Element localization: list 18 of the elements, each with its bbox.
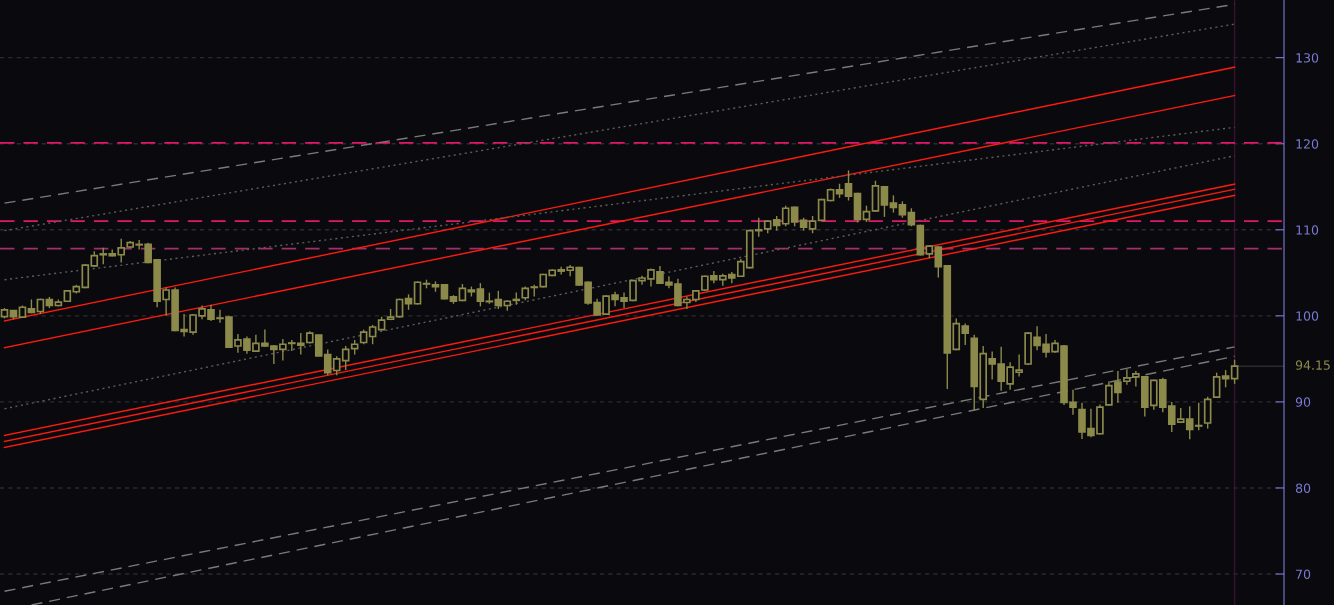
y-tick-label: 120 — [1296, 139, 1319, 149]
candlestick — [413, 280, 422, 306]
y-tick-label: 100 — [1296, 311, 1319, 321]
candlestick — [844, 169, 853, 202]
candlestick — [1212, 371, 1221, 399]
y-tick-label: 90 — [1295, 397, 1311, 407]
candlestick — [781, 204, 790, 228]
candlestick — [476, 282, 485, 308]
candlestick — [880, 185, 889, 218]
candlestick — [1203, 396, 1212, 430]
y-tick-label: 70 — [1296, 569, 1311, 579]
candlestick — [1230, 359, 1239, 385]
text: 94.15 — [1295, 360, 1330, 370]
y-tick-label: 80 — [1295, 483, 1311, 493]
candlestick — [907, 207, 916, 228]
y-tick-label: 110 — [1296, 225, 1319, 235]
y-tick-label: 130 — [1296, 53, 1319, 63]
candlestick — [368, 324, 377, 345]
